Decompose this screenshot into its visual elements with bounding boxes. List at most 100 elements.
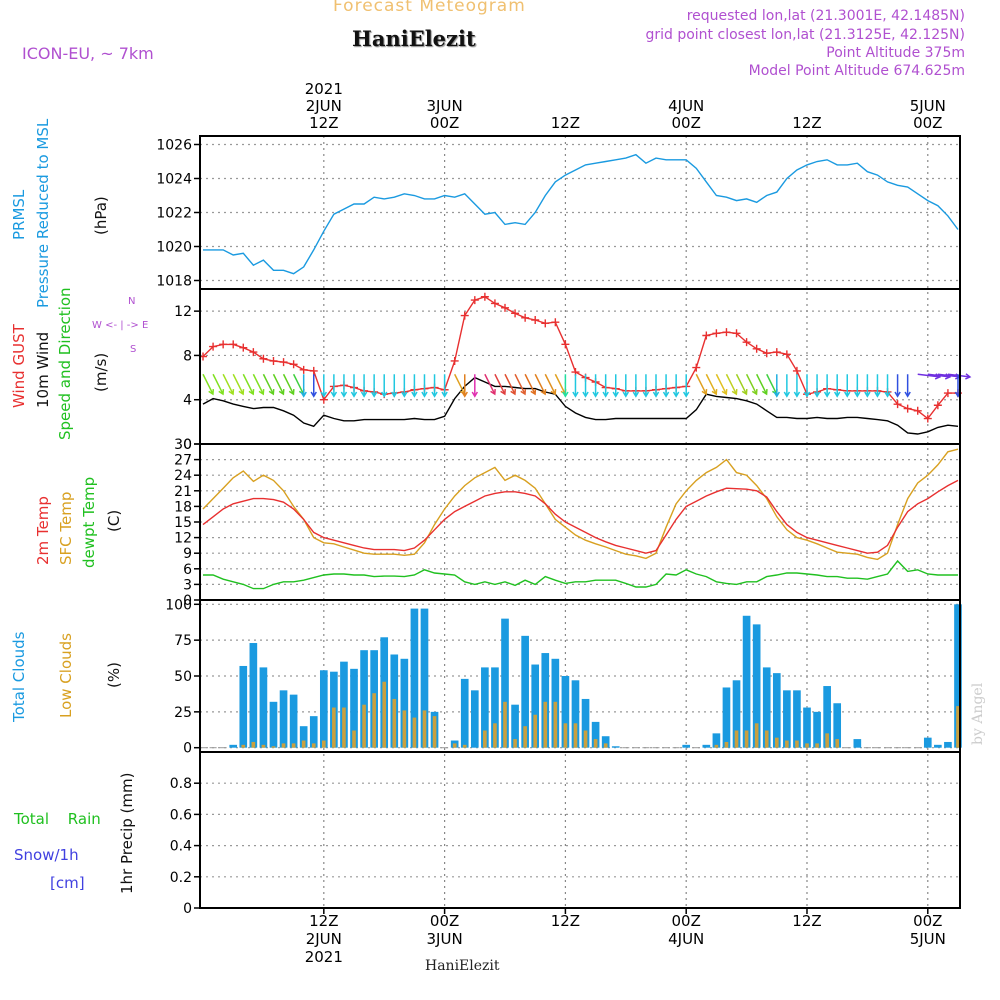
total-cloud-bar (702, 744, 711, 748)
y-tick-label: 1018 (156, 274, 192, 290)
compass-west-east: W <- | -> E (92, 320, 149, 331)
wind-gust-marker (279, 358, 288, 367)
wind-gust-marker (923, 414, 932, 423)
low-cloud-bar (281, 743, 286, 748)
wind-gust-marker (249, 348, 258, 357)
low-cloud-bar (573, 723, 578, 748)
wind-unit: (m/s) (92, 352, 110, 392)
total-cloud-bar (813, 711, 821, 748)
y-tick-label: 18 (174, 499, 192, 515)
low-cloud-bar (432, 716, 437, 748)
wind-direction-arrowhead (500, 389, 506, 396)
wind-direction-arrowhead (783, 391, 791, 398)
low-cloud-bar (744, 730, 749, 748)
low-cloud-bar (825, 733, 829, 748)
wind-direction-arrowhead (248, 389, 255, 396)
wind-direction-arrowhead (370, 391, 378, 398)
low-cloud-bar (402, 710, 407, 748)
wind-gust-marker (893, 400, 902, 409)
point-altitude: Point Altitude 375m (826, 45, 965, 61)
y-tick-label: 27 (174, 453, 192, 469)
low-cloud-bar (593, 739, 598, 748)
total-cloud-bar (591, 721, 600, 748)
panel-frame (199, 751, 961, 909)
wind-gust-marker (782, 350, 791, 359)
top-axis-label: 12Z (309, 114, 338, 132)
wind-direction-arrow (705, 373, 717, 395)
pressure-label-msl: Pressure Reduced to MSL (34, 118, 52, 308)
total-cloud-bar (762, 667, 771, 748)
chart-title: Forecast Meteogram (333, 0, 526, 16)
wind-gust-marker (490, 299, 499, 308)
wind-direction-arrowhead (461, 391, 468, 398)
wind-gust-marker (299, 365, 308, 374)
wind-direction-arrowhead (854, 391, 861, 398)
low-cloud-bar (774, 737, 779, 748)
total-cloud-bar (772, 673, 781, 748)
y-tick-label: 0 (183, 741, 192, 757)
watermark: by Angel (970, 682, 986, 745)
wind-direction-arrow (947, 373, 971, 378)
wind-direction-arrowhead (380, 391, 388, 398)
wind-direction-arrowhead (490, 389, 496, 396)
wind-direction-arrow (504, 373, 516, 395)
low-cloud-bar (462, 744, 467, 748)
wind-direction-arrowhead (510, 389, 517, 396)
y-tick-label: 0 (183, 437, 192, 453)
wind-direction-arrowhead (391, 391, 398, 398)
y-tick-label: 4 (183, 393, 192, 409)
wind-direction-arrowhead (401, 391, 408, 398)
total-cloud-bar (259, 667, 268, 748)
wind-direction-arrow (554, 373, 566, 395)
low-clouds-label: Low Clouds (57, 633, 75, 718)
wind-direction-arrowhead (288, 389, 295, 396)
total-cloud-bar (470, 690, 479, 748)
y-tick-label: 0 (183, 901, 192, 917)
total-cloud-bar (481, 667, 489, 748)
wind-direction-arrowhead (965, 373, 972, 380)
wind-direction-arrowhead (622, 391, 630, 398)
wind-direction-arrowhead (320, 391, 328, 398)
low-cloud-bar (815, 743, 819, 748)
wind-gust-marker (752, 344, 761, 353)
low-cloud-bar (795, 740, 799, 748)
top-axis-label: 00Z (430, 114, 459, 132)
wind-direction-arrowhead (520, 389, 527, 396)
temp-unit: (C) (105, 509, 123, 532)
total-cloud-bar (340, 661, 348, 748)
wind-direction-arrow (755, 373, 768, 395)
total-cloud-bar (783, 690, 791, 748)
y-tick-label: 6 (183, 562, 192, 578)
wind-gust-marker (450, 356, 459, 365)
wind-direction-arrowhead (833, 391, 841, 398)
pressure-label-prmsl: PRMSL (10, 189, 28, 240)
wind-gust-marker (229, 340, 238, 349)
wind-direction-arrow (272, 373, 285, 395)
grid-layer (200, 136, 960, 909)
low-cloud-bar (452, 743, 457, 748)
wind-gust-marker (772, 348, 781, 357)
low-cloud-bar (372, 693, 376, 748)
low-cloud-bar (785, 740, 789, 748)
wind-direction-arrowhead (572, 391, 579, 398)
wind-direction-arrow (544, 373, 556, 395)
low-cloud-bar (382, 681, 387, 748)
bottom-axis-label: 2021 (305, 948, 343, 966)
total-cloud-bar (289, 694, 298, 748)
wind-direction-arrowhead (884, 391, 891, 398)
wind-direction-arrowhead (228, 389, 235, 396)
y-tick-label: 75 (174, 633, 192, 649)
wind-direction-arrowhead (471, 391, 479, 398)
gridpoint-coords: grid point closest lon,lat (21.3125E, 42… (645, 27, 965, 43)
wind-gust-marker (561, 340, 570, 349)
wind-direction-arrow (917, 373, 940, 378)
wind-gust-marker (259, 354, 268, 363)
wind-direction-arrowhead (238, 389, 245, 396)
y-tick-label: 30 (174, 437, 192, 453)
wind-direction-arrowhead (350, 391, 358, 398)
total-cloud-bar (823, 686, 831, 748)
wind-gust-marker (460, 311, 469, 320)
wind-direction-arrow (454, 373, 466, 395)
total-cloud-bar (531, 664, 540, 748)
